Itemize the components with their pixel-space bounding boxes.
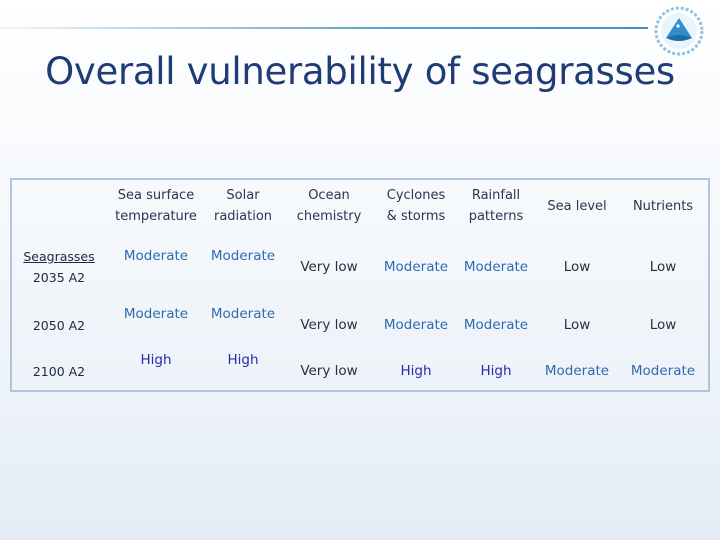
table-cell: High (480, 363, 512, 379)
column-header-cyclones-storms: Cyclones & storms (386, 188, 446, 224)
column-header-ocean-chemistry: Ocean chemistry (296, 188, 362, 224)
table-cell: Moderate (383, 259, 449, 275)
column-header-nutrients: Nutrients (632, 199, 694, 214)
table-cell: Moderate (210, 248, 276, 264)
table-header-band (10, 178, 710, 392)
table-cell: Moderate (383, 317, 449, 333)
table-cell: Very low (300, 317, 358, 333)
row-label-2050-a2: 2050 A2 (32, 318, 86, 333)
table-cell: Moderate (210, 306, 276, 322)
table-cell: High (400, 363, 432, 379)
table-cell: Low (649, 317, 677, 333)
table-cell: Moderate (463, 259, 529, 275)
row-label-2035-a2: Seagrasses 2035 A2 (23, 249, 95, 285)
column-header-sea-level: Sea level (547, 199, 607, 214)
table-cell: Low (649, 259, 677, 275)
row-label-2100-a2: 2100 A2 (32, 364, 86, 379)
column-header-rainfall-patterns: Rainfall patterns (468, 188, 524, 224)
organization-logo-icon (654, 6, 704, 56)
table-cell: Very low (300, 259, 358, 275)
table-cell: Very low (300, 363, 358, 379)
table-cell: Moderate (123, 248, 189, 264)
header-divider (0, 27, 648, 29)
table-cell: Low (563, 259, 591, 275)
table-cell: Moderate (123, 306, 189, 322)
table-cell: Moderate (544, 363, 610, 379)
table-cell: Moderate (630, 363, 696, 379)
slide-title: Overall vulnerability of seagrasses (45, 50, 675, 93)
column-header-sea-surface-temperature: Sea surface temperature (115, 188, 197, 224)
table-cell: Moderate (463, 317, 529, 333)
table-cell: Low (563, 317, 591, 333)
table-cell: High (227, 352, 259, 368)
column-header-solar-radiation: Solar radiation (213, 188, 273, 224)
table-cell: High (140, 352, 172, 368)
